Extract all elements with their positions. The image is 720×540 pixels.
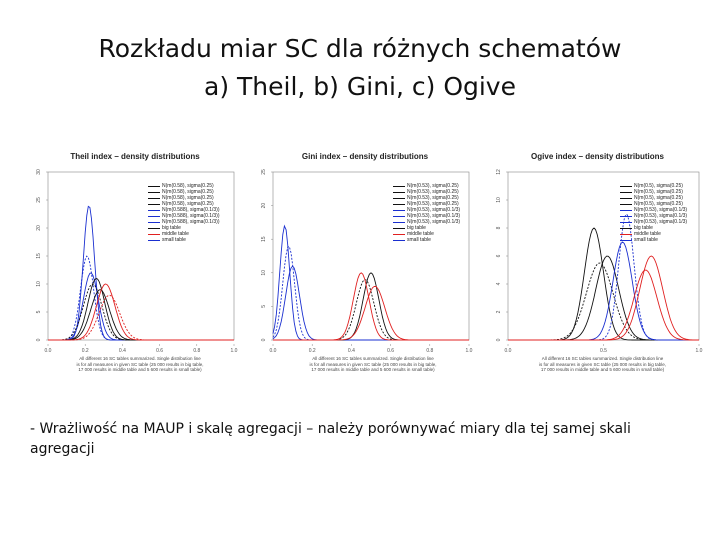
density-curve (508, 255, 699, 341)
legend-entry: N(m(0.58), sigma(0.25) (148, 189, 220, 195)
legend-entry: middle table (393, 231, 460, 237)
density-curve (508, 227, 699, 341)
y-tick-label: 20 (36, 225, 42, 231)
y-tick-label: 25 (36, 197, 42, 203)
density-curve (48, 255, 234, 341)
legend-entry: N(m(0.53), sigma(0.1/3) (393, 207, 460, 213)
ogive-panel: Ogive index – density distributions 0 2 4 6… (490, 150, 705, 380)
legend-entry: N(m(0.53), sigma(0.1/3) (620, 213, 687, 219)
density-curve (48, 272, 234, 341)
caption: All different 16 SC tables summarized. S… (538, 356, 667, 372)
x-tick-label: 1.0 (466, 348, 473, 354)
gini-chart: 0 5 10 15 20 25 0.0 0.2 0.4 0.6 0.8 1.0 (261, 169, 473, 354)
y-tick-label: 0 (496, 338, 502, 341)
legend-entry: N(m(0.58), sigma(0.25) (148, 195, 220, 201)
legend-entry: small table (148, 237, 220, 243)
legend-entry: middle table (148, 231, 220, 237)
y-tick-label: 20 (261, 203, 267, 209)
legend-entry: N(m(0.53), sigma(0.1/3) (620, 207, 687, 213)
legend: N(m(0.58), sigma(0.25) N(m(0.58), sigma(… (148, 183, 220, 243)
y-tick-label: 12 (496, 169, 502, 175)
caption: All different 16 SC tables summarized. S… (76, 356, 204, 372)
legend-entry: N(m(0.58), sigma(0.25) (148, 201, 220, 207)
legend-entry: big table (620, 225, 687, 231)
panel-title: Theil index – density distributions (70, 152, 200, 161)
x-tick-label: 0.2 (309, 348, 316, 354)
y-tick-label: 8 (496, 226, 502, 229)
legend-entry: N(m(0.53), sigma(0.1/3) (620, 219, 687, 225)
legend-entry: N(m(0.58), sigma(0.25) (148, 183, 220, 189)
legend-entry: N(m(0.588), sigma(0.1/3)) (148, 207, 220, 213)
legend-entry: N(m(0.5), sigma(0.25) (620, 201, 687, 207)
theil-panel: Theil index – density distributions 0 5 10… (30, 150, 240, 380)
legend-entry: N(m(0.5), sigma(0.25) (620, 189, 687, 195)
density-curve (272, 224, 469, 341)
legend-entry: N(m(0.53), sigma(0.25) (393, 201, 460, 207)
x-tick-label: 0.0 (270, 348, 277, 354)
legend-entry: N(m(0.53), sigma(0.25) (393, 189, 460, 195)
y-tick-label: 25 (261, 169, 267, 175)
density-curve (273, 272, 469, 341)
legend: N(m(0.53), sigma(0.25) N(m(0.53), sigma(… (393, 183, 460, 243)
legend-entry: N(m(0.53), sigma(0.25) (393, 183, 460, 189)
legend-entry: N(m(0.588), sigma(0.1/3)) (148, 213, 220, 219)
legend-entry: N(m(0.53), sigma(0.25) (393, 195, 460, 201)
legend-entry: middle table (620, 231, 687, 237)
x-tick-label: 0.8 (426, 348, 433, 354)
density-curve (272, 265, 469, 341)
density-curve (48, 294, 234, 341)
density-curve (508, 241, 699, 341)
density-curve (273, 272, 469, 341)
y-tick-label: 5 (261, 305, 267, 308)
gini-panel: Gini index – density distributions 0 5 10 1… (255, 150, 475, 380)
legend-entry: N(m(0.53), sigma(0.1/3) (393, 213, 460, 219)
y-tick-label: 10 (36, 281, 42, 287)
x-tick-label: 0.4 (119, 348, 126, 354)
slide-title: Rozkładu miar SC dla różnych schematów a… (0, 30, 720, 106)
y-tick-label: 6 (496, 254, 502, 257)
x-tick-label: 0.4 (348, 348, 355, 354)
x-tick-label: 0.0 (45, 348, 52, 354)
y-tick-label: 30 (36, 169, 42, 175)
legend-entry: small table (620, 237, 687, 243)
y-tick-label: 15 (36, 253, 42, 259)
y-tick-label: 0 (36, 338, 42, 341)
ogive-chart: 0 2 4 6 8 10 12 0.0 0.5 1.0 (496, 169, 703, 354)
y-tick-label: 10 (496, 197, 502, 203)
y-tick-label: 2 (496, 310, 502, 313)
legend-entry: N(m(0.588), sigma(0.1/3)) (148, 219, 220, 225)
legend-entry: N(m(0.53), sigma(0.1/3) (393, 219, 460, 225)
density-curve (273, 285, 469, 341)
y-tick-label: 4 (496, 282, 502, 285)
legend-entry: big table (148, 225, 220, 231)
y-tick-label: 10 (261, 270, 267, 276)
legend: N(m(0.5), sigma(0.25) N(m(0.5), sigma(0.… (620, 183, 687, 243)
legend-entry: big table (393, 225, 460, 231)
slide-title-line2: a) Theil, b) Gini, c) Ogive (204, 72, 516, 101)
x-tick-label: 0.6 (156, 348, 163, 354)
x-tick-label: 0.5 (600, 348, 607, 354)
x-tick-label: 0.2 (82, 348, 89, 354)
panel-title: Ogive index – density distributions (531, 152, 664, 161)
x-tick-label: 0.8 (193, 348, 200, 354)
panel-title: Gini index – density distributions (301, 152, 429, 161)
legend-entry: N(m(0.5), sigma(0.25) (620, 183, 687, 189)
density-curve (508, 269, 699, 341)
caption: All different 16 SC tables summarized. S… (309, 356, 437, 372)
y-tick-label: 0 (261, 338, 267, 341)
bullet-text: - Wrażliwość na MAUP i skalę agregacji –… (30, 421, 631, 457)
x-tick-label: 1.0 (696, 348, 703, 354)
legend-entry: small table (393, 237, 460, 243)
x-tick-label: 1.0 (231, 348, 238, 354)
theil-chart: 0 5 10 15 20 25 30 0.0 0.2 0.4 0.6 0.8 1.0 (36, 169, 238, 354)
slide-title-line1: Rozkładu miar SC dla różnych schematów (98, 34, 622, 63)
y-tick-label: 15 (261, 236, 267, 242)
x-tick-label: 0.6 (387, 348, 394, 354)
x-tick-label: 0.0 (505, 348, 512, 354)
legend-entry: N(m(0.5), sigma(0.25) (620, 195, 687, 201)
y-tick-label: 5 (36, 310, 42, 313)
